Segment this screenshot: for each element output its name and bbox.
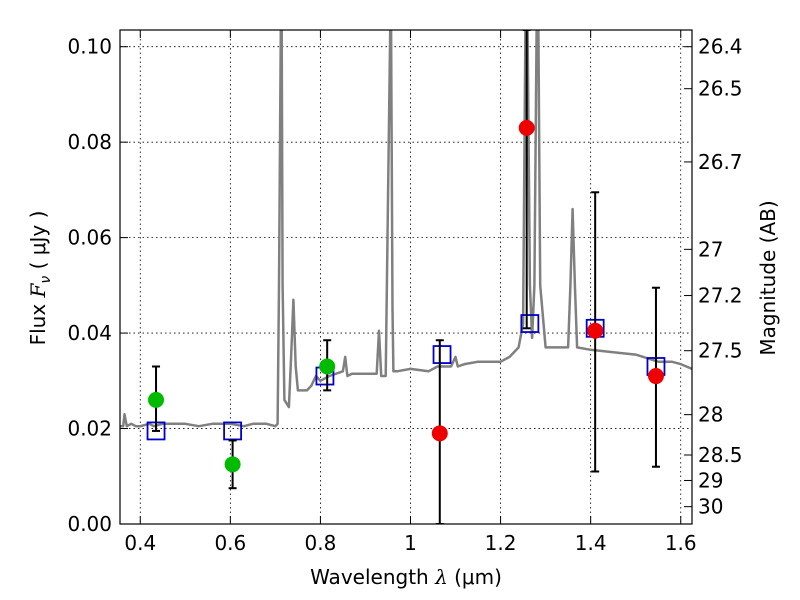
y2-tick-label: 27.2 [698, 284, 743, 308]
x-tick-label: 1 [404, 531, 417, 555]
y2-tick-label: 30 [698, 495, 723, 519]
y-axis-label-suffix: ( μJy ) [26, 211, 50, 276]
x-axis-label-prefix: Wavelength [310, 565, 435, 589]
y-tick-label: 0.02 [67, 417, 112, 441]
x-axis-label: Wavelength λ (μm) [310, 565, 502, 589]
y2-axis-label: Magnitude (AB) [756, 200, 780, 355]
y2-tick-label: 26.7 [698, 150, 743, 174]
y2-tick-label: 26.4 [698, 35, 743, 59]
y2-tick-label: 29 [698, 468, 723, 492]
x-tick-label: 0.6 [214, 531, 246, 555]
y2-tick-label: 26.5 [698, 77, 743, 101]
x-tick-label: 1.4 [575, 531, 607, 555]
y2-tick-label: 28 [698, 403, 723, 427]
green-point [319, 358, 336, 375]
y-tick-label: 0.04 [67, 321, 112, 345]
green-point [224, 456, 241, 473]
model-square [520, 314, 540, 333]
x-tick-label: 0.4 [124, 531, 156, 555]
plot-group [120, 30, 692, 525]
y2-tick-label: 27.5 [698, 339, 743, 363]
x-tick-label: 0.8 [305, 531, 337, 555]
y-tick-label: 0.08 [67, 130, 112, 154]
red-point [518, 119, 535, 136]
x-tick-label: 1.6 [665, 531, 697, 555]
y-tick-label: 0.10 [67, 35, 112, 59]
x-axis-label-symbol: λ [434, 565, 448, 589]
y2-tick-label: 27 [698, 237, 723, 261]
y2-tick-label: 28.5 [698, 443, 743, 467]
red-point [431, 425, 448, 442]
green-point [148, 391, 165, 408]
red-point [587, 322, 604, 339]
x-tick-label: 1.2 [485, 531, 517, 555]
x-axis-label-suffix: (μm) [448, 565, 502, 589]
tick-group: 0.4 0.6 0.8 1 1.2 1.4 1.6 0.00 0.02 0.04 0.06 0.08 0… [67, 30, 743, 555]
y-axis-label: Flux Fν ( μJy ) [26, 211, 54, 346]
model-square [432, 345, 452, 364]
red-point [647, 368, 664, 385]
y-axis-label-subscript: ν [38, 276, 54, 284]
spectrum-line [120, 30, 692, 428]
plot-area [120, 30, 692, 524]
model-square [223, 421, 242, 441]
y-axis-label-symbol: F [26, 282, 50, 298]
y-tick-label: 0.06 [67, 226, 112, 250]
y-axis-label-prefix: Flux [26, 297, 50, 345]
y-tick-label: 0.00 [67, 512, 112, 536]
plot-frame [119, 29, 693, 525]
